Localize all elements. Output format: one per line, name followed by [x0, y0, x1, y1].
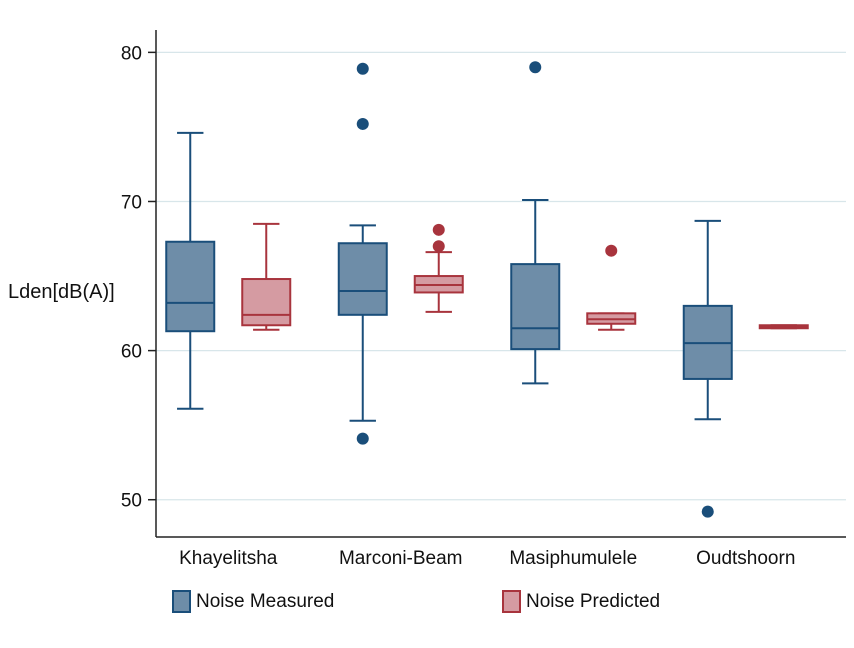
outlier-point [356, 117, 369, 130]
box-1-3 [758, 324, 809, 330]
grid-lines [156, 51, 846, 501]
legend-item-measured: Noise Measured [172, 590, 334, 613]
box-iqr [510, 263, 561, 351]
box-0-1 [337, 62, 388, 445]
y-axis-ticks: 50 60 70 80 [121, 43, 156, 512]
outlier-point [432, 240, 445, 253]
box-1-0 [241, 222, 292, 331]
box-1-2 [586, 244, 637, 331]
x-tick-label: Masiphumulele [509, 548, 637, 569]
box-iqr [337, 242, 388, 316]
axes [155, 30, 846, 538]
y-axis-label: Lden[dB(A)] [8, 281, 115, 303]
box-iqr [241, 278, 292, 327]
outlier-point [356, 62, 369, 75]
x-tick-label: Marconi-Beam [339, 548, 463, 569]
legend-swatch-measured [172, 590, 191, 613]
y-tick-label: 50 [121, 491, 142, 512]
box-0-3 [682, 219, 733, 518]
outlier-point [432, 223, 445, 236]
y-tick-label: 80 [121, 43, 142, 64]
legend-label-predicted: Noise Predicted [526, 590, 661, 612]
box-iqr [165, 240, 216, 333]
outlier-point [356, 432, 369, 445]
legend-item-predicted: Noise Predicted [502, 590, 660, 613]
x-tick-label: Oudtshoorn [696, 548, 795, 569]
legend-label-measured: Noise Measured [196, 590, 335, 612]
box-1-1 [413, 223, 464, 313]
box-0-2 [510, 61, 561, 385]
outlier-point [529, 61, 542, 74]
x-tick-label: Khayelitsha [179, 548, 278, 569]
y-tick-label: 60 [121, 342, 142, 363]
legend: Noise Measured Noise Predicted [172, 590, 772, 620]
legend-swatch-predicted [502, 590, 521, 613]
box-0-0 [165, 131, 216, 410]
outlier-point [605, 244, 618, 257]
y-tick-label: 70 [121, 192, 142, 213]
x-axis-tick-labels: Khayelitsha Marconi-Beam Masiphumulele Oudt… [179, 548, 795, 569]
boxes [165, 61, 809, 518]
outlier-point [701, 505, 714, 518]
